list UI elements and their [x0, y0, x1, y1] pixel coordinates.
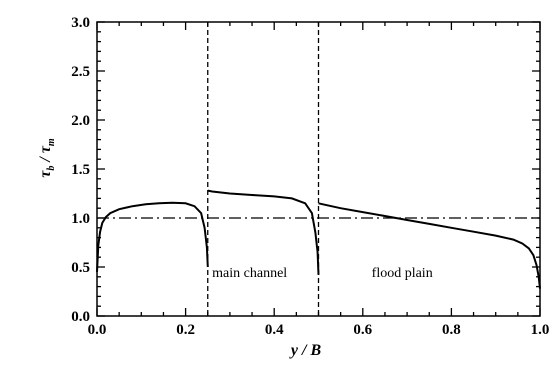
plot-area: main channel flood plain	[96, 21, 541, 317]
annotation-0: main channel	[212, 266, 287, 281]
y-axis-label-sub-b: b	[46, 166, 57, 171]
axis-ticks	[96, 21, 541, 317]
y-axis-label-divider: / τ	[37, 145, 54, 165]
x-tick-label-5: 1.0	[531, 322, 550, 338]
y-axis-label-sub-m: m	[46, 138, 57, 146]
x-tick-label-1: 0.2	[176, 322, 195, 338]
y-tick-label-5: 2.5	[71, 64, 90, 80]
y-tick-label-4: 2.0	[71, 113, 90, 129]
x-tick-label-4: 0.8	[442, 322, 461, 338]
x-tick-label-3: 0.6	[353, 322, 372, 338]
curve-flood-plain	[318, 202, 541, 289]
curve-right-main-channel	[207, 189, 320, 275]
y-axis-label: τb / τm	[37, 138, 57, 178]
y-tick-label-2: 1.0	[71, 211, 90, 227]
y-tick-label-6: 3.0	[71, 15, 90, 31]
y-axis-label-tau: τ	[37, 170, 54, 178]
y-tick-label-0: 0.0	[71, 309, 90, 325]
x-axis-label: y / B	[289, 342, 322, 359]
y-tick-label-1: 0.5	[71, 260, 90, 276]
annotation-1: flood plain	[372, 266, 433, 281]
tick-labels: 0.0 0.2 0.4 0.6 0.8 1.0 0.0 0.5 1.0 1.5 2.0 2.5 3.0	[71, 15, 549, 338]
x-tick-label-0: 0.0	[88, 322, 107, 338]
x-tick-label-2: 0.4	[265, 322, 284, 338]
y-tick-label-3: 1.5	[71, 162, 90, 178]
curve-left-main-channel	[96, 201, 209, 272]
